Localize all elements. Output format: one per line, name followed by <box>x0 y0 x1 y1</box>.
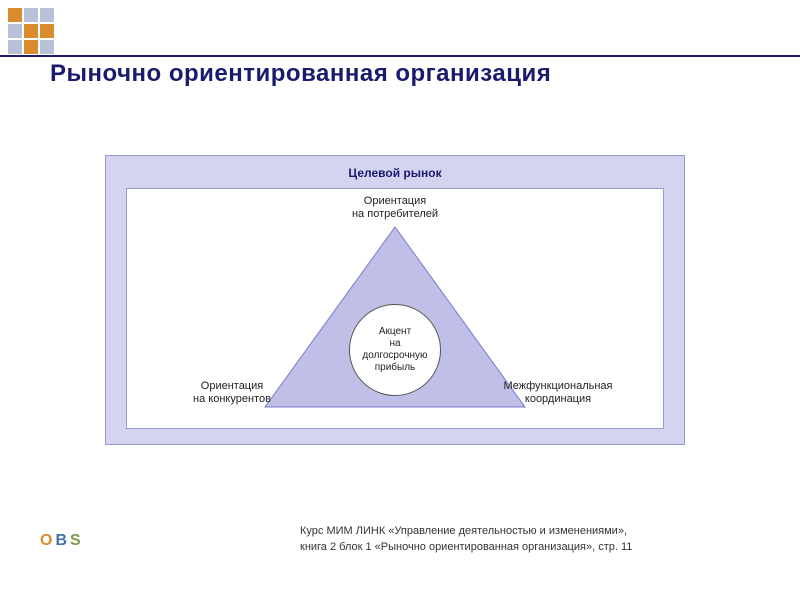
citation-line1: Курс МИМ ЛИНК «Управление деятельностью … <box>300 525 627 537</box>
left-line2: на конкурентов <box>193 393 271 405</box>
center-circle: Акцент на долгосрочную прибыль <box>349 304 441 396</box>
right-line1: Межфункциональная <box>503 380 612 392</box>
apex-line2: на потребителей <box>352 208 438 220</box>
deco-sq <box>8 40 22 54</box>
logo-letter-s: S <box>70 532 80 550</box>
logo-letter-b: B <box>55 532 66 550</box>
citation-line2: книга 2 блок 1 «Рыночно ориентированная … <box>300 541 632 553</box>
apex-line1: Ориентация <box>364 195 426 207</box>
right-line2: координация <box>525 393 591 405</box>
left-label: Ориентация на конкурентов <box>172 380 292 406</box>
right-label: Межфункциональная координация <box>488 380 628 406</box>
deco-sq <box>8 24 22 38</box>
title-rule <box>0 55 800 57</box>
logo-letter-o: O <box>40 532 51 550</box>
diagram-outer-box: Целевой рынок Ориентация на потребителей… <box>105 155 685 445</box>
apex-label: Ориентация на потребителей <box>325 195 465 221</box>
diagram-inner-box: Ориентация на потребителей Акцент на дол… <box>126 188 664 429</box>
target-market-label: Целевой рынок <box>106 166 684 180</box>
deco-sq <box>24 8 38 22</box>
logo: O B S <box>40 532 80 550</box>
deco-sq <box>8 8 22 22</box>
corner-decoration <box>8 8 54 54</box>
deco-sq <box>24 24 38 38</box>
left-line1: Ориентация <box>201 380 263 392</box>
slide-title: Рыночно ориентированная организация <box>50 60 551 88</box>
citation: Курс МИМ ЛИНК «Управление деятельностью … <box>300 524 632 555</box>
deco-sq <box>40 24 54 38</box>
center-text: Акцент на долгосрочную прибыль <box>362 326 427 374</box>
deco-sq <box>40 40 54 54</box>
deco-sq <box>40 8 54 22</box>
deco-sq <box>24 40 38 54</box>
